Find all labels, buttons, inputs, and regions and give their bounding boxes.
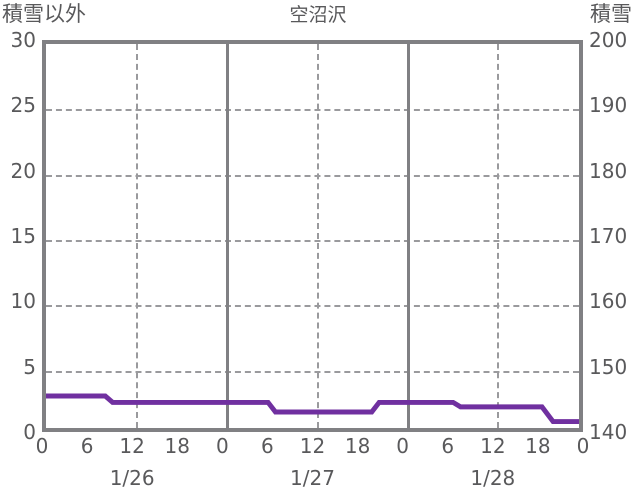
- plot-area: [42, 40, 583, 432]
- x-axis-date-label: 1/26: [109, 466, 155, 490]
- x-axis-tick-label: 18: [344, 434, 371, 458]
- x-axis-tick-label: 18: [525, 434, 551, 458]
- day-boundary-gridline: [406, 44, 410, 428]
- x-axis-tick-label: 12: [480, 434, 506, 458]
- x-axis-tick-label: 0: [215, 434, 229, 458]
- right-axis-tick-label: 190: [589, 93, 628, 118]
- plot-inner: [46, 44, 579, 428]
- left-axis-title: 積雪以外: [2, 2, 86, 26]
- vertical-gridline: [496, 44, 499, 428]
- x-axis-tick-label: 12: [119, 434, 145, 458]
- right-axis-tick-label: 150: [589, 354, 628, 379]
- left-axis-tick-label: 0: [23, 420, 36, 444]
- left-axis-tick-label: 15: [10, 224, 36, 248]
- x-axis-date-label: 1/27: [290, 466, 335, 490]
- left-axis-tick-label: 20: [10, 158, 36, 183]
- left-axis-tick-label: 10: [10, 289, 36, 314]
- left-axis-tick-label: 25: [10, 93, 36, 118]
- right-axis-tick-label: 160: [589, 289, 628, 314]
- chart-title: 空沼沢: [289, 4, 347, 26]
- x-axis-tick-label: 18: [164, 434, 190, 458]
- right-axis-title: 積雪: [590, 2, 632, 26]
- horizontal-gridline: [46, 109, 579, 112]
- vertical-gridline: [316, 44, 319, 428]
- left-axis-tick-label: 5: [23, 354, 36, 379]
- x-axis-date-labels: 1/26 1/27 1/28: [42, 468, 583, 496]
- right-axis-tick-label: 140: [589, 420, 628, 444]
- horizontal-gridline: [46, 305, 579, 308]
- right-axis-tick-label: 200: [589, 28, 628, 52]
- left-axis-ticks: 30 25 20 15 10 5 0: [0, 30, 36, 442]
- x-axis-tick-label: 0: [35, 434, 49, 458]
- vertical-gridline: [136, 44, 139, 428]
- right-axis-tick-label: 180: [589, 158, 628, 183]
- right-axis-tick-label: 170: [589, 224, 628, 248]
- horizontal-gridline: [46, 240, 579, 242]
- x-axis-tick-label: 0: [576, 434, 590, 458]
- horizontal-gridline: [46, 174, 579, 177]
- x-axis-tick-label: 6: [441, 434, 455, 458]
- horizontal-gridline: [46, 370, 579, 373]
- x-axis-tick-label: 12: [299, 434, 326, 458]
- x-axis-date-label: 1/28: [470, 466, 516, 490]
- left-axis-tick-label: 30: [10, 28, 36, 52]
- x-axis-tick-label: 6: [261, 434, 274, 458]
- x-axis-tick-label: 0: [396, 434, 410, 458]
- series-layer: [46, 393, 579, 425]
- day-boundary-gridline: [226, 44, 230, 428]
- x-axis-tick-label: 6: [80, 434, 94, 458]
- x-axis-ticks: 0 6 12 18 0 6 12 18 0 6 12 18 0: [36, 434, 590, 464]
- right-axis-ticks: 200 190 180 170 160 150 140: [589, 30, 636, 442]
- series-line: [46, 393, 579, 425]
